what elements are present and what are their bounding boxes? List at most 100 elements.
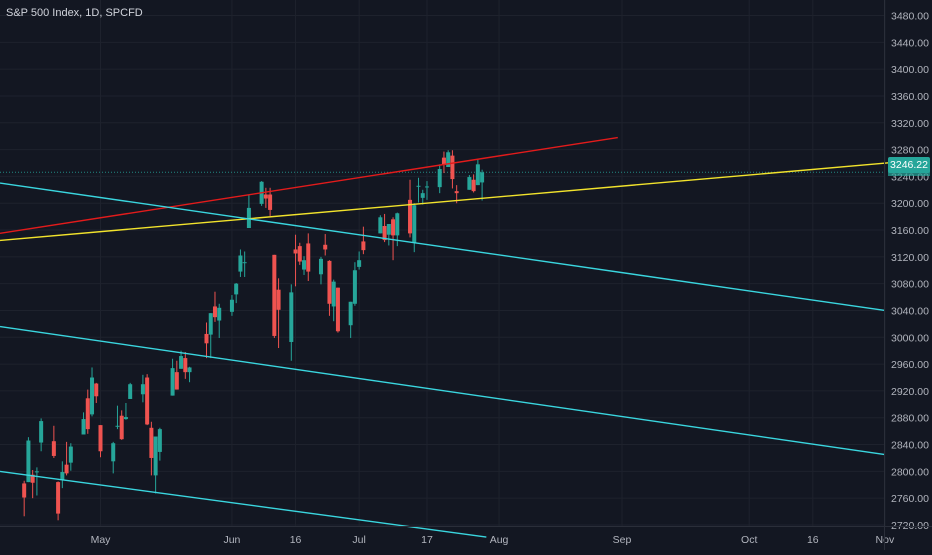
- candle-body: [437, 169, 442, 188]
- candle-body: [318, 258, 323, 275]
- x-tick-label: 16: [807, 534, 819, 546]
- candle-body: [416, 185, 421, 187]
- x-tick-label: 17: [421, 534, 433, 546]
- grid-lines: [0, 0, 886, 526]
- candle-body: [420, 193, 425, 198]
- candle-body: [68, 446, 73, 463]
- candle-body: [157, 429, 162, 452]
- cyan-trendline: [0, 470, 487, 538]
- x-tick-label: Jul: [352, 534, 365, 546]
- candle-body: [140, 384, 145, 395]
- candle-body: [39, 421, 44, 443]
- candle-body: [22, 483, 27, 498]
- candle-body: [441, 157, 446, 165]
- candle-body: [64, 464, 69, 474]
- candle-body: [34, 471, 39, 473]
- candle-body: [424, 186, 429, 188]
- candle-body: [115, 425, 120, 427]
- candles: [22, 150, 485, 521]
- yellow-trendline: [0, 160, 902, 242]
- candle-body: [204, 333, 209, 344]
- candle-body: [395, 213, 400, 236]
- candle-body: [335, 287, 340, 332]
- candle-body: [170, 368, 175, 396]
- candle-body: [174, 372, 179, 390]
- y-tick-label: 2800.00: [891, 466, 929, 478]
- candle-body: [51, 441, 56, 456]
- candle-body: [378, 217, 383, 234]
- candle-body: [145, 377, 150, 425]
- candle-body: [85, 398, 90, 430]
- candle-body: [153, 436, 158, 476]
- last-price-badge: 3246.22: [888, 157, 930, 173]
- candle-body: [212, 306, 217, 318]
- candle-body: [331, 281, 336, 307]
- candle-body: [352, 270, 357, 304]
- x-tick-label: Nov: [876, 534, 895, 546]
- candle-body: [238, 255, 243, 272]
- candle-body: [208, 313, 213, 335]
- candle-body: [323, 244, 328, 250]
- candle-body: [289, 292, 294, 342]
- y-tick-label: 3200.00: [891, 198, 929, 210]
- x-tick-label: 16: [290, 534, 302, 546]
- x-tick-label: Jun: [223, 534, 240, 546]
- y-tick-label: 2920.00: [891, 386, 929, 398]
- y-tick-label: 3280.00: [891, 145, 929, 157]
- x-tick-label: Oct: [741, 534, 757, 546]
- candle-body: [183, 358, 188, 373]
- candle-body: [450, 155, 455, 180]
- candle-body: [119, 415, 124, 440]
- candle-body: [26, 440, 31, 483]
- candle-body: [56, 482, 61, 514]
- candle-body: [475, 164, 480, 186]
- candle-body: [408, 199, 413, 234]
- candle-body: [306, 243, 311, 272]
- y-tick-label: 3360.00: [891, 91, 929, 103]
- red-trendline: [0, 136, 618, 235]
- candle-body: [94, 383, 99, 397]
- candle-body: [348, 301, 353, 326]
- candle-body: [357, 260, 362, 267]
- candle-body: [391, 219, 396, 236]
- candle-body: [454, 191, 459, 194]
- candle-body: [263, 194, 268, 199]
- y-tick-label: 3000.00: [891, 332, 929, 344]
- candle-body: [361, 241, 366, 251]
- chart-title: S&P 500 Index, 1D, SPCFD: [6, 7, 143, 19]
- y-tick-label: 3440.00: [891, 37, 929, 49]
- candle-body: [111, 443, 116, 462]
- candle-body: [471, 179, 476, 192]
- candle-body: [128, 384, 133, 399]
- candle-body: [149, 427, 154, 458]
- candle-body: [446, 152, 451, 168]
- candle-body: [386, 223, 391, 235]
- cyan-trendline: [0, 325, 886, 456]
- candle-body: [229, 299, 234, 312]
- candle-body: [327, 260, 332, 304]
- y-tick-label: 3040.00: [891, 305, 929, 317]
- y-tick-label: 3120.00: [891, 252, 929, 264]
- candle-body: [242, 262, 247, 264]
- candle-body: [412, 205, 417, 243]
- candle-body: [60, 472, 65, 481]
- trendlines: [0, 136, 902, 538]
- candle-body: [302, 260, 307, 270]
- candle-body: [382, 226, 387, 241]
- candle-body: [297, 246, 302, 262]
- y-tick-label: 2880.00: [891, 413, 929, 425]
- y-tick-label: 3080.00: [891, 279, 929, 291]
- candle-body: [467, 177, 472, 190]
- y-tick-label: 2840.00: [891, 440, 929, 452]
- x-tick-label: Sep: [613, 534, 632, 546]
- candle-body: [81, 419, 86, 435]
- candle-body: [187, 367, 192, 373]
- candle-body: [30, 474, 35, 483]
- candle-body: [234, 283, 239, 295]
- candle-body: [246, 207, 251, 229]
- candle-body: [123, 417, 128, 420]
- candle-body: [272, 254, 277, 336]
